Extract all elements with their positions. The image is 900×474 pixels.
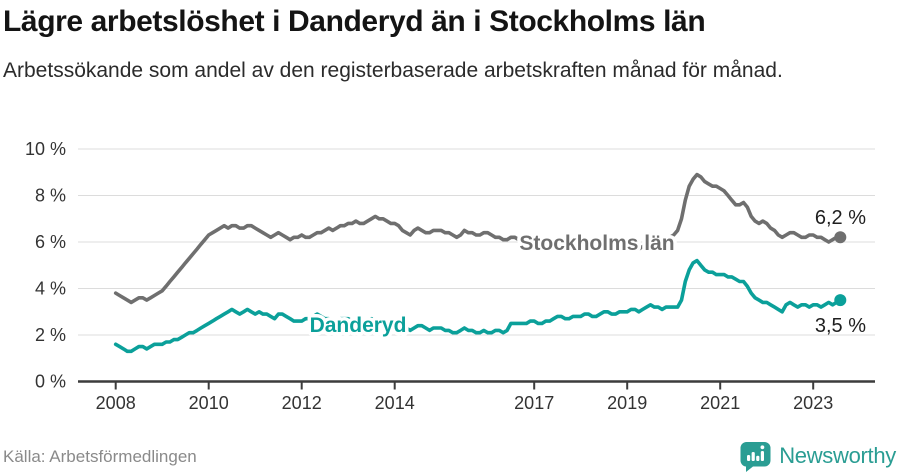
y-axis-label: 4 % [35,279,66,299]
x-axis-label: 2017 [514,393,554,413]
logo-exclamation-dot [760,444,765,449]
logo-bar-1 [747,454,751,461]
logo-bar-3 [756,455,760,461]
series-label-danderyd: Danderyd [310,314,407,337]
x-axis-label: 2012 [282,393,322,413]
x-axis-label: 2023 [793,393,833,413]
series-end-value: 3,5 % [815,315,866,337]
y-axis-label: 10 % [25,139,66,159]
x-axis-label: 2010 [189,393,229,413]
chart-title: Lägre arbetslöshet i Danderyd än i Stock… [3,5,706,38]
brand-name: Newsworthy [779,443,896,468]
x-axis-label: 2021 [700,393,740,413]
series-end-dot [834,294,847,307]
x-axis-label: 2008 [96,393,136,413]
series-label-stockholms-lan: Stockholms län [519,232,674,255]
chart-subtitle: Arbetssökande som andel av den registerb… [3,59,783,82]
logo-bar-2 [751,451,755,461]
y-axis-label: 0 % [35,372,66,392]
logo-exclamation-bar [760,450,765,461]
series-end-dot [834,231,847,244]
newsworthy-logo-icon [740,441,771,472]
logo-bubble-shape [740,441,771,472]
series-line-stockholms-lan [113,172,843,305]
x-axis-label: 2014 [375,393,415,413]
newsworthy-logo: Newsworthy [739,440,896,472]
y-axis-label: 8 % [35,186,66,206]
source-note: Källa: Arbetsförmedlingen [3,447,197,466]
series-line-danderyd [113,258,843,354]
y-axis-label: 2 % [35,325,66,345]
series-end-value: 6,2 % [815,207,866,229]
x-axis-label: 2019 [607,393,647,413]
y-axis-label: 6 % [35,232,66,252]
